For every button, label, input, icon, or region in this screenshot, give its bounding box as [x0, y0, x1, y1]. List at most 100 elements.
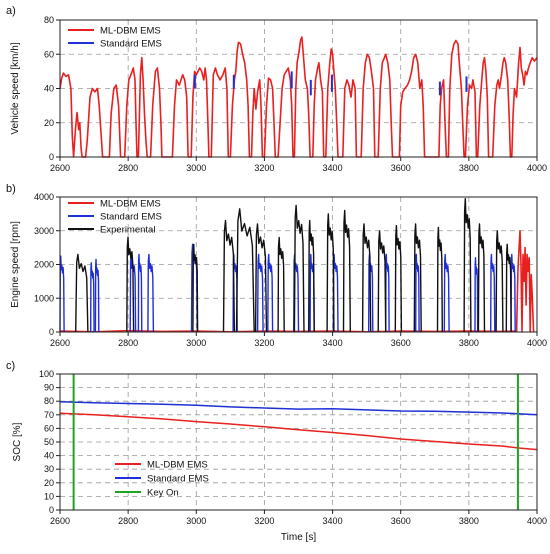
- series-standard-ems-burst: [90, 262, 95, 333]
- x-tick-label: 4000: [527, 163, 547, 173]
- series-standard-ems-burst: [147, 253, 155, 333]
- y-tick-label: 60: [44, 49, 54, 59]
- y-tick-label: 100: [39, 369, 54, 379]
- grid: [60, 374, 537, 510]
- series-experimental-burst: [308, 219, 315, 333]
- panel-label: a): [6, 5, 16, 17]
- y-tick-label: 90: [44, 383, 54, 393]
- y-tick-label: 80: [44, 396, 54, 406]
- x-tick-label: 3400: [323, 163, 343, 173]
- series-standard-ems-burst: [385, 253, 390, 333]
- series-standard-ems-burst: [415, 253, 420, 333]
- series-experimental-burst: [377, 230, 387, 333]
- series-experimental-burst: [505, 243, 512, 333]
- series-standard-ems-burst: [474, 257, 479, 333]
- series-experimental-burst: [495, 230, 504, 333]
- x-axis-label: Time [s]: [281, 532, 316, 543]
- y-tick-label: 70: [44, 410, 54, 420]
- x-tick-label: 3400: [323, 516, 343, 526]
- series-experimental-burst: [222, 219, 236, 333]
- y-tick-label: 20: [44, 478, 54, 488]
- y-tick-label: 10: [44, 491, 54, 501]
- x-tick-label: 4000: [527, 338, 547, 348]
- series-experimental-burst: [235, 208, 255, 333]
- y-tick-label: 60: [44, 423, 54, 433]
- series-group: [59, 198, 535, 333]
- y-axis-label: Engine speed [rpm]: [10, 221, 21, 308]
- y-tick-label: 50: [44, 437, 54, 447]
- series-standard-ems-burst: [443, 253, 450, 333]
- series-experimental-burst: [477, 223, 486, 333]
- series-experimental-burst: [394, 225, 403, 333]
- x-tick-label: 3600: [391, 163, 411, 173]
- x-tick-label: 3800: [459, 338, 479, 348]
- x-tick-label: 3200: [254, 163, 274, 173]
- legend-entry: Key On: [147, 488, 179, 499]
- y-tick-label: 0: [49, 327, 54, 337]
- chart-panel-1: a) 2600 2800 3000 3200 3400 3600 3800 4000 0 20 40 6…: [6, 5, 547, 173]
- series-experimental-burst: [463, 198, 472, 333]
- series-experimental-burst: [254, 223, 268, 333]
- chart-panel-2: b)2600 2800 3000 3200 3400 3600 3800 4000010002…: [6, 183, 547, 348]
- x-tick-label: 3600: [391, 338, 411, 348]
- x-tick-label: 2800: [118, 163, 138, 173]
- legend-entry: ML-DBM EMS: [147, 460, 208, 471]
- y-tick-label: 20: [44, 118, 54, 128]
- legend-entry: Standard EMS: [100, 212, 162, 223]
- x-tick-label: 3000: [186, 163, 206, 173]
- legend: ML-DBM EMS Standard EMS: [68, 26, 162, 50]
- series-experimental-burst: [413, 223, 422, 333]
- x-tick-label: 3800: [459, 516, 479, 526]
- series-standard-ems-burst: [267, 253, 274, 333]
- y-tick-label: 4000: [34, 192, 54, 202]
- series-group: [59, 36, 538, 158]
- x-tick-label: 3200: [254, 516, 274, 526]
- series-standard-ems-burst: [59, 255, 65, 333]
- ticks: 2600 2800 3000 3200 3400 3600 3800 4000 0 20 40 60 8…: [44, 15, 547, 173]
- series-standard-ems-burst: [256, 253, 264, 333]
- series-experimental-burst: [326, 213, 335, 333]
- x-tick-label: 3800: [459, 163, 479, 173]
- x-tick-label: 3600: [391, 516, 411, 526]
- legend-entry: Standard EMS: [147, 474, 209, 485]
- series-experimental-burst: [342, 209, 351, 333]
- x-tick-label: 2800: [118, 338, 138, 348]
- y-axis-label: SOC [%]: [12, 422, 23, 461]
- panel-label: c): [6, 360, 15, 372]
- y-tick-label: 1000: [34, 293, 54, 303]
- panel-label: b): [6, 183, 16, 195]
- series-group: [59, 374, 538, 510]
- series-experimental-burst: [277, 236, 285, 333]
- series-experimental-burst: [126, 236, 135, 333]
- series-experimental-burst: [361, 223, 372, 333]
- ticks: 2600 2800 3000 3200 3400 3600 3800 4000 0 10 20 30 4…: [39, 369, 547, 526]
- x-tick-label: 3200: [254, 338, 274, 348]
- series-experimental-burst: [293, 204, 305, 333]
- legend-entry: ML-DBM EMS: [100, 26, 161, 37]
- y-tick-label: 40: [44, 451, 54, 461]
- x-tick-label: 3000: [186, 516, 206, 526]
- ticks: 2600 2800 3000 3200 3400 3600 3800 4000 0 1000 200…: [34, 192, 547, 348]
- series-experimental-burst: [436, 226, 443, 333]
- y-tick-label: 40: [44, 84, 54, 94]
- x-tick-label: 2600: [50, 163, 70, 173]
- x-tick-label: 4000: [527, 516, 547, 526]
- series-standard-ems-line: [59, 400, 538, 416]
- legend-entry: ML-DBM EMS: [100, 199, 161, 210]
- y-tick-label: 2000: [34, 260, 54, 270]
- series-standard-ems-burst: [510, 253, 516, 333]
- y-axis-label: Vehicle speed [km/h]: [10, 42, 21, 134]
- legend: ML-DBM EMS Standard EMS Experimental: [68, 199, 162, 236]
- x-tick-label: 2600: [50, 516, 70, 526]
- x-tick-label: 2600: [50, 338, 70, 348]
- legend: ML-DBM EMS Standard EMS Key On: [115, 460, 209, 499]
- series-experimental-burst: [192, 243, 199, 333]
- y-tick-label: 0: [49, 152, 54, 162]
- series-ml-dbm-ems-line: [59, 36, 538, 158]
- series-standard-ems-burst: [137, 253, 143, 333]
- x-tick-label: 3000: [186, 338, 206, 348]
- y-tick-label: 80: [44, 15, 54, 25]
- chart-panel-3: c) 2600 2800 3000 3200 3400 3600 3800 4000 0 10 20 3…: [6, 360, 547, 543]
